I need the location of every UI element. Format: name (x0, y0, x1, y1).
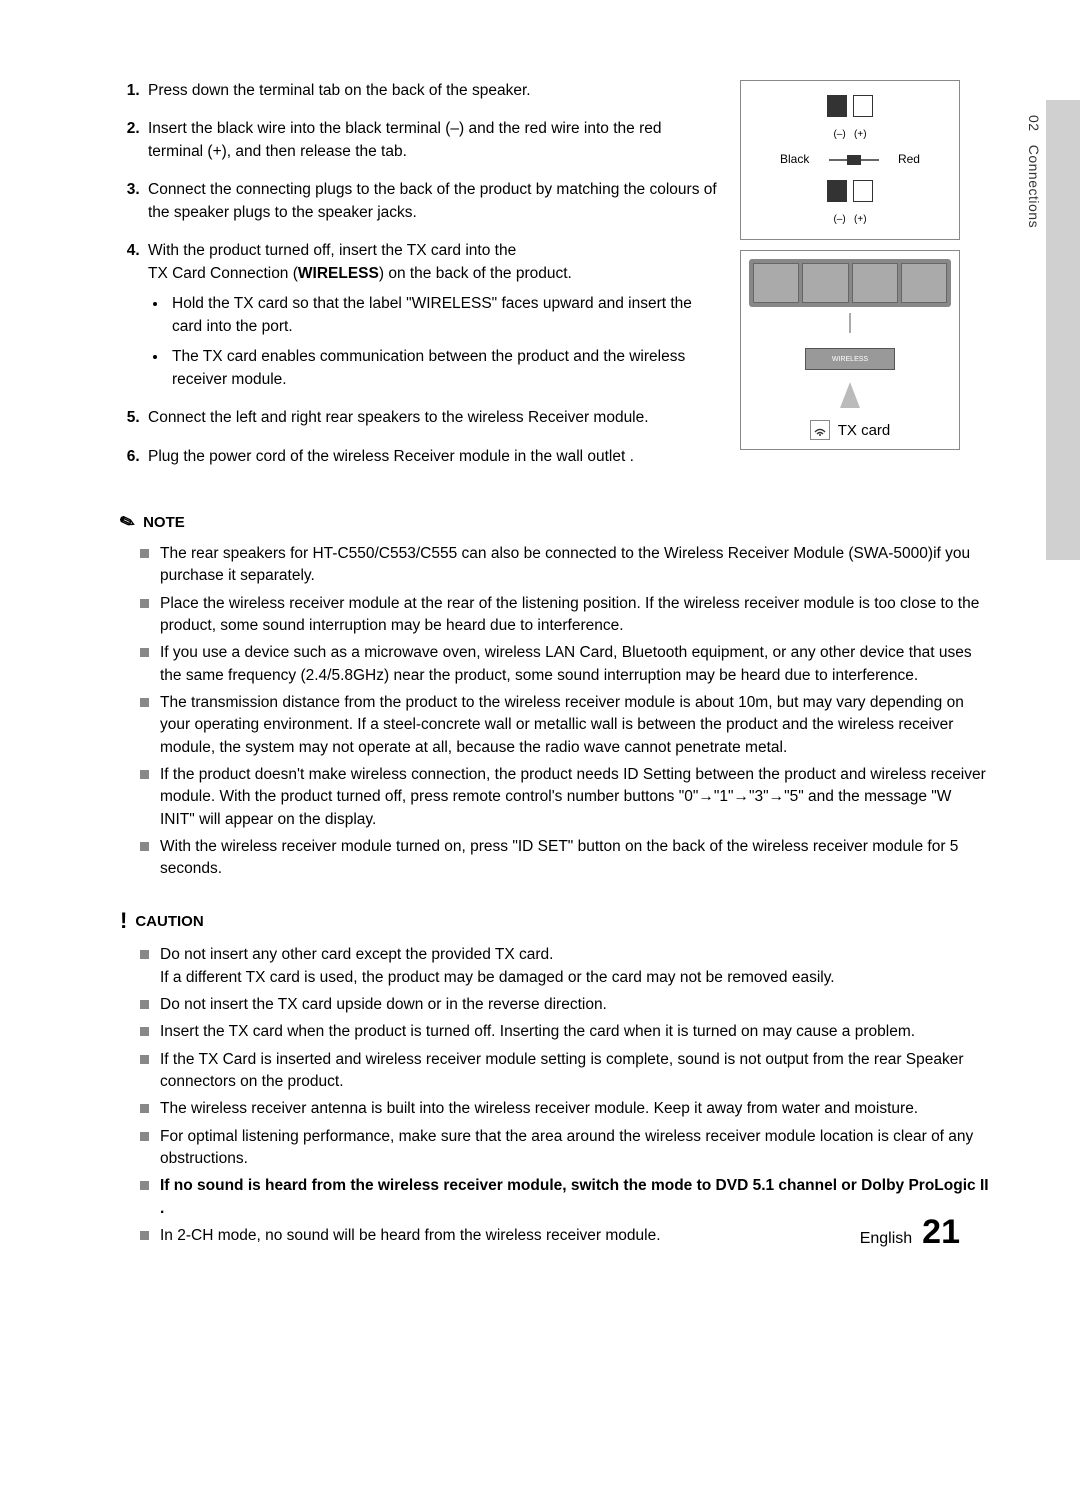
terminal-diagram: (–) (+) Black Red (–) (+) (740, 80, 960, 240)
note-item: The rear speakers for HT-C550/C553/C555 … (160, 543, 990, 588)
instruction-item-3: Connect the connecting plugs to the back… (144, 179, 720, 224)
note-text: With the wireless receiver module turned… (160, 838, 958, 877)
main-row: Press down the terminal tab on the back … (120, 80, 990, 484)
note-text: The rear speakers for HT-C550/C553/C555 … (160, 545, 970, 584)
instruction-list: Press down the terminal tab on the back … (120, 80, 720, 468)
tx-card-label: TX card (838, 422, 891, 439)
footer: English 21 (860, 1213, 960, 1252)
wire-icon (829, 152, 879, 168)
arrow-up-icon (840, 382, 860, 408)
panel-diagram: WIRELESS TX card (740, 250, 960, 450)
minus-label: (–) (833, 214, 845, 225)
note-header: ✎ NOTE (120, 512, 990, 533)
pencil-icon: ✎ (117, 510, 138, 535)
instruction-item-1: Press down the terminal tab on the back … (144, 80, 720, 102)
diagrams-column: (–) (+) Black Red (–) (+) (740, 80, 960, 460)
caution-item: If the TX Card is inserted and wireless … (160, 1049, 990, 1094)
caution-text: The wireless receiver antenna is built i… (160, 1100, 918, 1117)
caution-item: Do not insert any other card except the … (160, 944, 990, 989)
panel-top (749, 259, 951, 307)
note-text: If the product doesn't make wireless con… (160, 766, 986, 828)
polarity-bottom: (–) (+) (833, 214, 866, 225)
pointer-icon (749, 313, 951, 333)
caution-item: Insert the TX card when the product is t… (160, 1021, 990, 1043)
instruction-text: Insert the black wire into the black ter… (148, 120, 661, 159)
note-item: The transmission distance from the produ… (160, 692, 990, 759)
note-header-text: NOTE (143, 514, 185, 531)
terminal-block (853, 95, 873, 117)
red-label: Red (898, 152, 920, 168)
instruction-text: Plug the power cord of the wireless Rece… (148, 448, 634, 465)
wireless-slot: WIRELESS (805, 348, 895, 370)
caution-text: Insert the TX card when the product is t… (160, 1023, 915, 1040)
instruction-item-4: With the product turned off, insert the … (144, 240, 720, 391)
caution-list: Do not insert any other card except the … (120, 944, 990, 1247)
instruction-text: Press down the terminal tab on the back … (148, 82, 531, 99)
terminal-bottom-row (749, 180, 951, 202)
wire-labels: Black Red (780, 152, 920, 168)
caution-header-text: CAUTION (135, 913, 203, 930)
panel-cell (901, 263, 947, 303)
caution-text: For optimal listening performance, make … (160, 1128, 973, 1167)
caution-text: If the TX Card is inserted and wireless … (160, 1051, 964, 1090)
note-text: Place the wireless receiver module at th… (160, 595, 979, 634)
minus-label: (–) (833, 129, 845, 140)
wifi-icon (810, 420, 830, 440)
sub-bullet-list: Hold the TX card so that the label "WIRE… (148, 293, 720, 391)
terminal-block (827, 95, 847, 117)
footer-language: English (860, 1230, 912, 1248)
panel-cell (852, 263, 898, 303)
wireless-slot-label: WIRELESS (832, 356, 868, 363)
instruction-text: Connect the left and right rear speakers… (148, 409, 649, 426)
sub-bullet-2: The TX card enables communication betwee… (168, 346, 720, 391)
instruction-item-5: Connect the left and right rear speakers… (144, 407, 720, 429)
sub-text: The TX card enables communication betwee… (172, 348, 685, 387)
page-number: 21 (922, 1213, 960, 1252)
terminal-block (827, 180, 847, 202)
caution-text: Do not insert the TX card upside down or… (160, 996, 607, 1013)
sub-text: Hold the TX card so that the label "WIRE… (172, 295, 692, 334)
caution-item: Do not insert the TX card upside down or… (160, 994, 990, 1016)
panel-cell (802, 263, 848, 303)
panel-cell (753, 263, 799, 303)
page-content: Press down the terminal tab on the back … (0, 0, 1080, 1292)
instructions-column: Press down the terminal tab on the back … (120, 80, 720, 484)
terminal-top-row (749, 95, 951, 117)
note-item: If you use a device such as a microwave … (160, 642, 990, 687)
note-text: If you use a device such as a microwave … (160, 644, 972, 683)
caution-header: ! CAUTION (120, 908, 990, 934)
wireless-bold: WIRELESS (298, 265, 379, 282)
caution-item: For optimal listening performance, make … (160, 1126, 990, 1171)
terminal-block (853, 180, 873, 202)
note-text: The transmission distance from the produ… (160, 694, 964, 756)
caution-text: In 2-CH mode, no sound will be heard fro… (160, 1227, 661, 1244)
black-label: Black (780, 152, 809, 168)
instruction-item-6: Plug the power cord of the wireless Rece… (144, 446, 720, 468)
caution-item: The wireless receiver antenna is built i… (160, 1098, 990, 1120)
caution-text-bold: If no sound is heard from the wireless r… (160, 1177, 989, 1216)
plus-label: (+) (854, 214, 867, 225)
polarity-top: (–) (+) (833, 129, 866, 140)
note-item: Place the wireless receiver module at th… (160, 593, 990, 638)
tx-card-row: TX card (749, 420, 951, 440)
caution-icon: ! (120, 908, 127, 934)
note-item: If the product doesn't make wireless con… (160, 764, 990, 831)
instruction-text: Connect the connecting plugs to the back… (148, 181, 717, 220)
sub-bullet-1: Hold the TX card so that the label "WIRE… (168, 293, 720, 338)
caution-text: Do not insert any other card except the … (160, 946, 835, 985)
note-item: With the wireless receiver module turned… (160, 836, 990, 881)
instruction-item-2: Insert the black wire into the black ter… (144, 118, 720, 163)
note-list: The rear speakers for HT-C550/C553/C555 … (120, 543, 990, 880)
plus-label: (+) (854, 129, 867, 140)
